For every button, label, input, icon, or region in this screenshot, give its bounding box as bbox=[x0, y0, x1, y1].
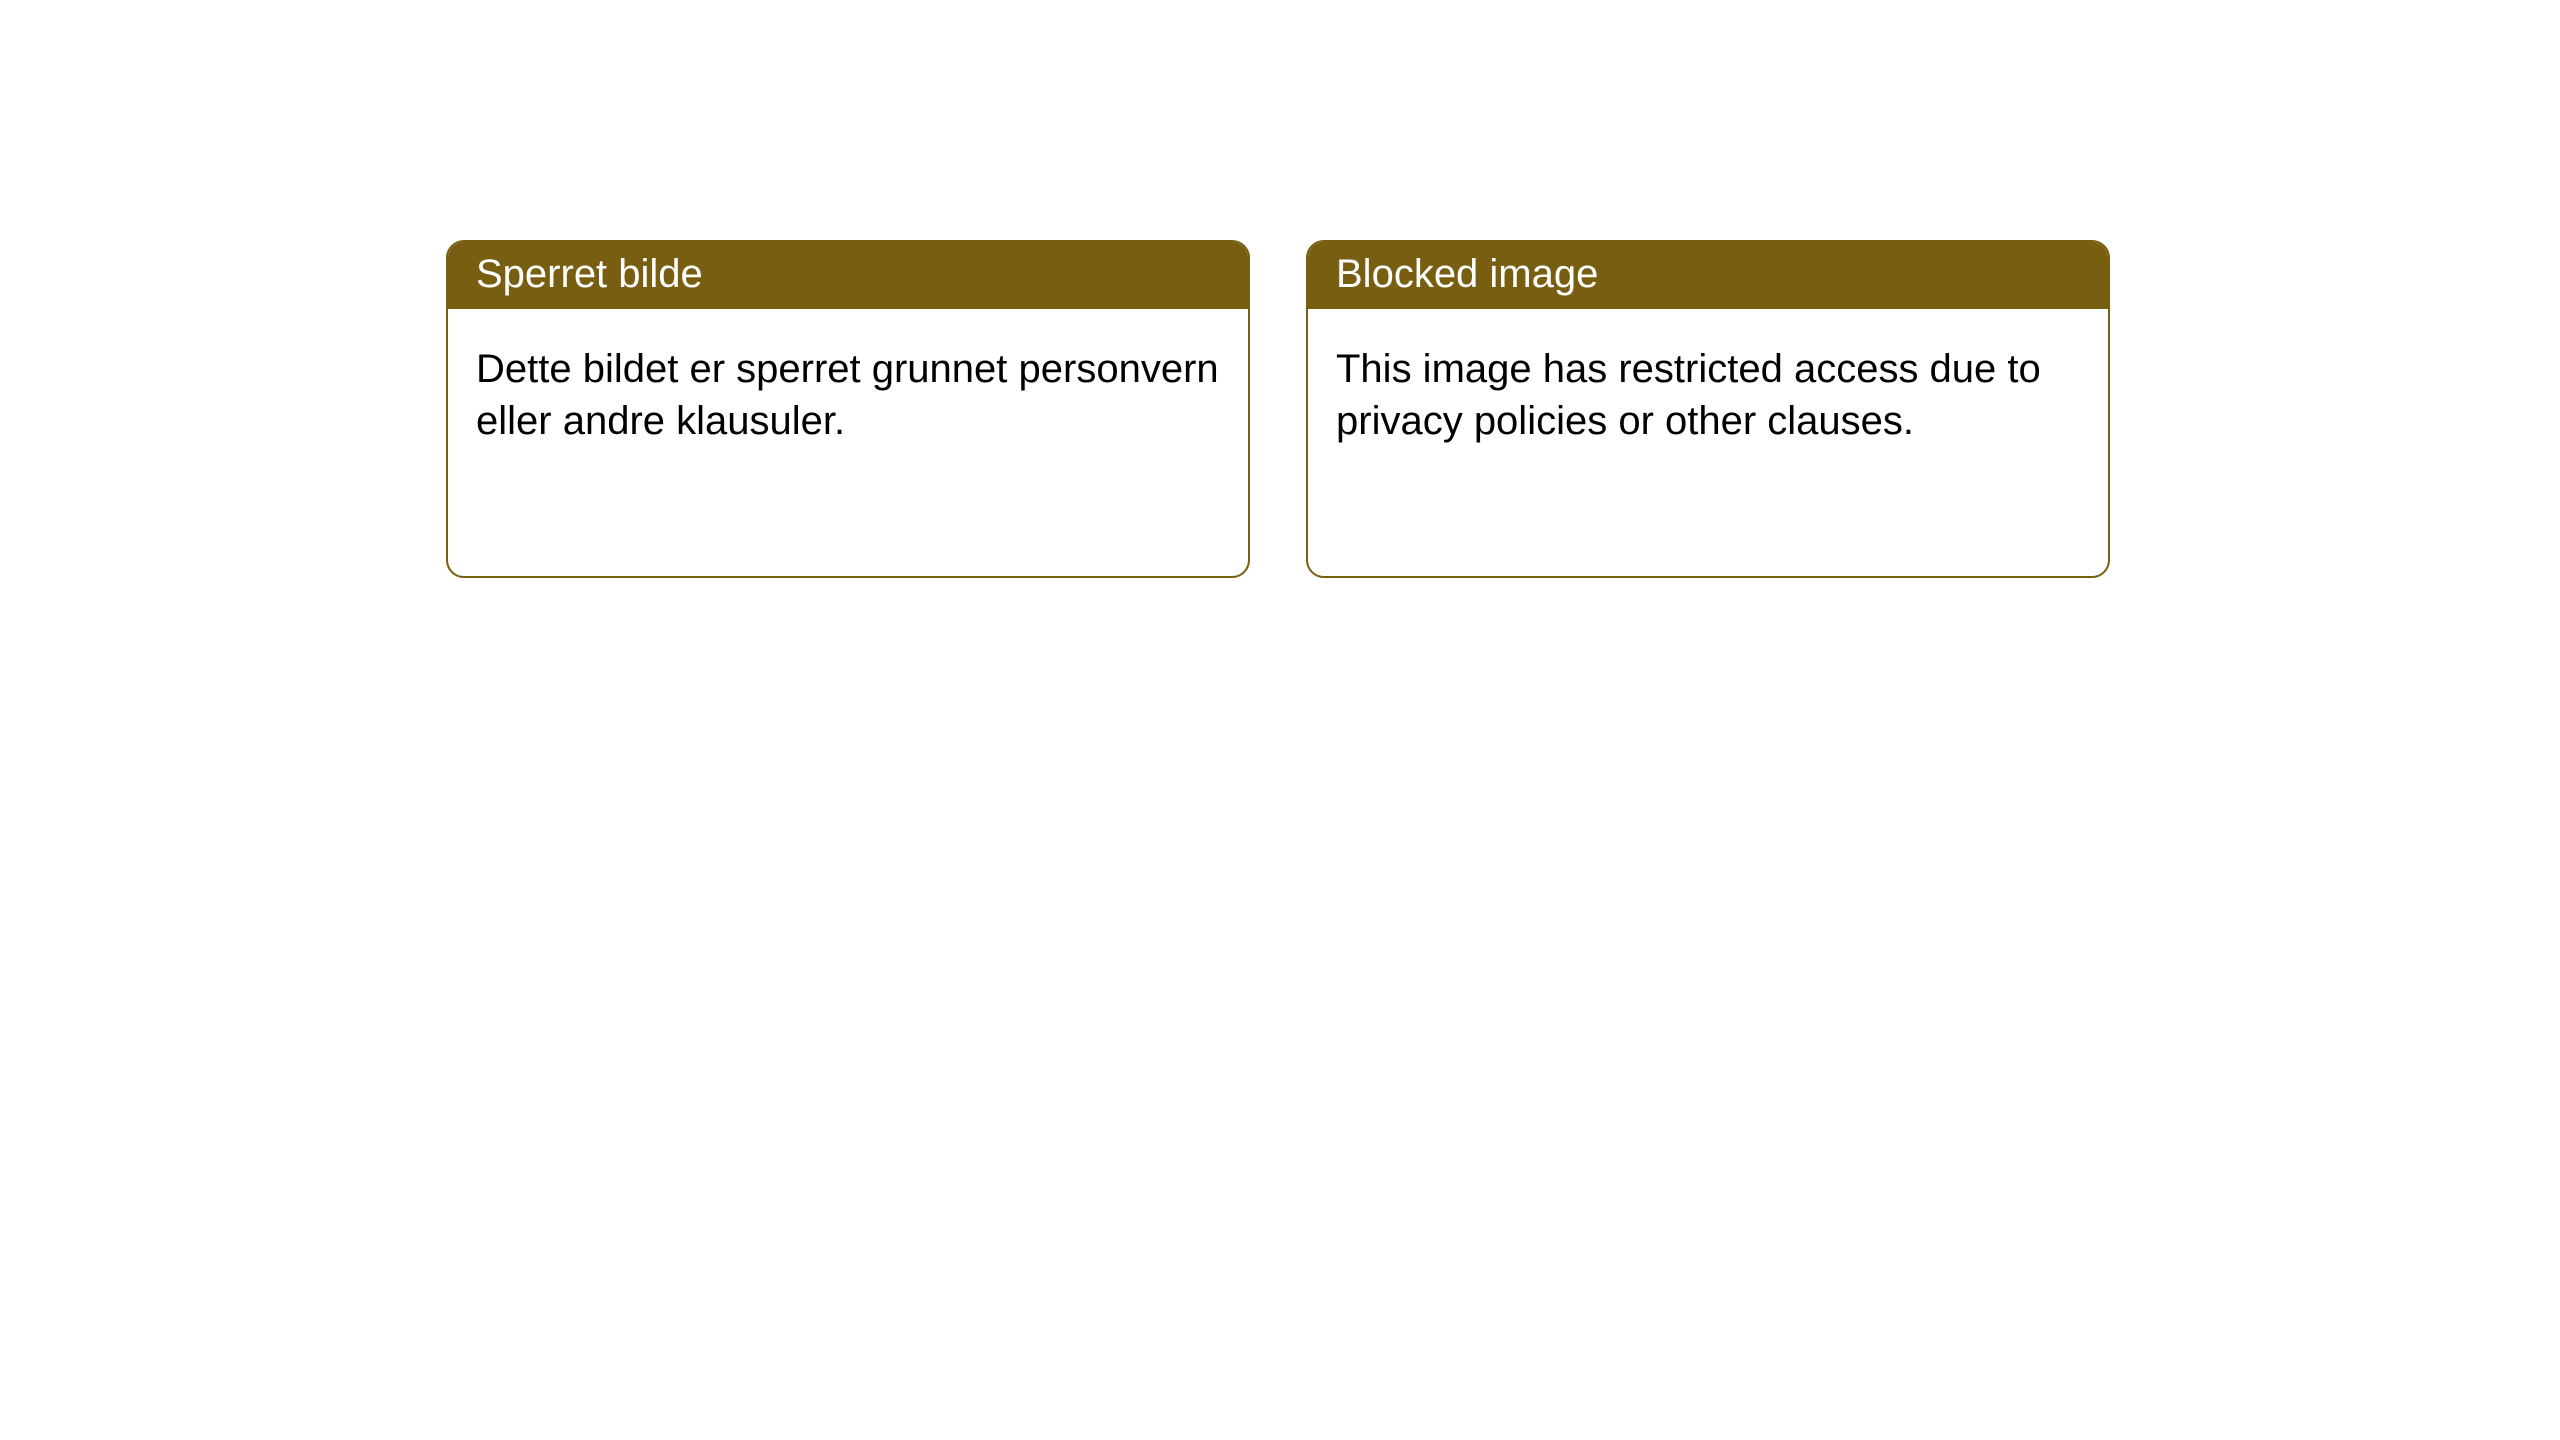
notice-header: Sperret bilde bbox=[448, 242, 1248, 309]
notice-card-english: Blocked image This image has restricted … bbox=[1306, 240, 2110, 578]
notice-title: Sperret bilde bbox=[476, 252, 703, 296]
notice-card-norwegian: Sperret bilde Dette bildet er sperret gr… bbox=[446, 240, 1250, 578]
notice-header: Blocked image bbox=[1308, 242, 2108, 309]
notice-text: This image has restricted access due to … bbox=[1336, 347, 2041, 443]
notice-body: This image has restricted access due to … bbox=[1308, 309, 2108, 481]
notice-title: Blocked image bbox=[1336, 252, 1598, 296]
notice-container: Sperret bilde Dette bildet er sperret gr… bbox=[0, 0, 2560, 578]
notice-text: Dette bildet er sperret grunnet personve… bbox=[476, 347, 1219, 443]
notice-body: Dette bildet er sperret grunnet personve… bbox=[448, 309, 1248, 481]
